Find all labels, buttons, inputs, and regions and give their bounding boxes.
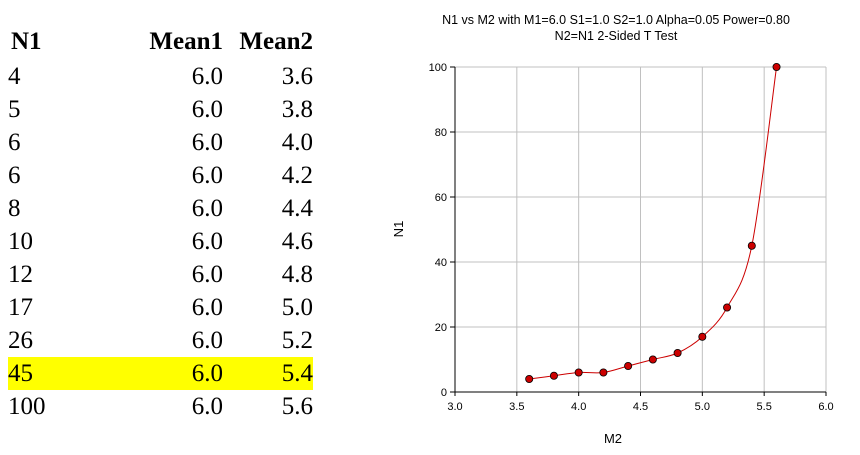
x-axis-label: M2: [604, 431, 622, 446]
chart-subtitle: N2=N1 2-Sided T Test: [555, 29, 678, 43]
data-point: [648, 355, 657, 364]
data-point: [624, 361, 633, 370]
results-table: N1 Mean1 Mean2 4 6.0 3.6 5 6.0 3.8 6 6.0 4.0 6 6.0…: [8, 24, 313, 423]
cell-mean2: 4.4: [281, 195, 313, 222]
header-n1: N1: [11, 28, 42, 55]
x-tick-label: 4.0: [571, 401, 586, 413]
data-point: [525, 374, 534, 383]
table-row: 6 6.0 4.0: [8, 126, 313, 159]
x-tick-label: 3.0: [447, 401, 462, 413]
cell-n1: 6: [8, 162, 21, 189]
table-row: 8 6.0 4.4: [8, 192, 313, 225]
table-row: 100 6.0 5.6: [8, 390, 313, 423]
cell-mean1: 6.0: [191, 393, 223, 420]
cell-mean1: 6.0: [191, 228, 223, 255]
y-tick-label: 0: [441, 387, 447, 399]
n1-vs-m2-chart: N1 vs M2 with M1=6.0 S1=1.0 S2=1.0 Alpha…: [391, 13, 834, 446]
y-tick-label: 60: [435, 192, 447, 204]
table-row: 5 6.0 3.8: [8, 93, 313, 126]
table-row: 4 6.0 3.6: [8, 60, 313, 93]
cell-n1: 100: [8, 393, 46, 420]
chart-series: [525, 63, 781, 383]
cell-mean1: 6.0: [191, 195, 223, 222]
data-point: [747, 241, 756, 250]
y-axis-label: N1: [391, 221, 406, 238]
cell-mean2: 5.2: [281, 327, 313, 354]
cell-mean1: 6.0: [191, 261, 223, 288]
cell-mean2: 4.8: [281, 261, 313, 288]
cell-mean1: 6.0: [191, 294, 223, 321]
x-tick-label: 5.5: [757, 401, 772, 413]
data-point: [673, 348, 682, 357]
header-mean2: Mean2: [239, 28, 313, 55]
cell-mean2: 5.4: [223, 357, 313, 390]
cell-mean1: 6.0: [191, 162, 223, 189]
data-point: [772, 63, 781, 72]
x-tick-label: 3.5: [509, 401, 524, 413]
cell-mean2: 3.6: [281, 63, 313, 90]
data-point: [698, 332, 707, 341]
cell-mean2: 4.0: [281, 129, 313, 156]
data-point: [574, 368, 583, 377]
cell-n1: 45: [8, 357, 113, 390]
chart-grid: [455, 66, 827, 392]
series-line: [529, 66, 778, 380]
cell-mean1: 6.0: [191, 96, 223, 123]
y-tick-label: 80: [435, 127, 447, 139]
chart-axes: [450, 66, 827, 396]
chart-title: N1 vs M2 with M1=6.0 S1=1.0 S2=1.0 Alpha…: [442, 13, 790, 27]
cell-n1: 4: [8, 63, 21, 90]
cell-mean2: 4.6: [281, 228, 313, 255]
cell-n1: 6: [8, 129, 21, 156]
cell-mean1: 6.0: [113, 357, 223, 390]
data-point: [723, 303, 732, 312]
table-row: 10 6.0 4.6: [8, 225, 313, 258]
table-row: 17 6.0 5.0: [8, 291, 313, 324]
y-tick-label: 100: [429, 62, 447, 74]
cell-mean2: 4.2: [281, 162, 313, 189]
x-tick-label: 5.0: [695, 401, 710, 413]
results-table-panel: N1 Mean1 Mean2 4 6.0 3.6 5 6.0 3.8 6 6.0 4.0 6 6.0…: [0, 0, 360, 455]
y-tick-label: 20: [435, 322, 447, 334]
chart-tick-labels: 3.0 3.5 4.0 4.5 5.0 5.5 6.0 0 20 40 60 80 100: [429, 62, 834, 413]
cell-n1: 8: [8, 195, 21, 222]
cell-mean2: 5.0: [281, 294, 313, 321]
table-row: 45 6.0 5.4: [8, 357, 313, 390]
table-header-row: N1 Mean1 Mean2: [8, 24, 313, 60]
cell-mean2: 3.8: [281, 96, 313, 123]
cell-n1: 10: [8, 228, 33, 255]
cell-n1: 26: [8, 327, 33, 354]
table-row: 26 6.0 5.2: [8, 324, 313, 357]
data-point: [549, 371, 558, 380]
cell-mean2: 5.6: [281, 393, 313, 420]
table-body: 4 6.0 3.6 5 6.0 3.8 6 6.0 4.0 6 6.0 4.2 8 6.0 4.4 10 6.0…: [8, 60, 313, 423]
table-row: 12 6.0 4.8: [8, 258, 313, 291]
cell-n1: 12: [8, 261, 33, 288]
cell-mean1: 6.0: [191, 327, 223, 354]
cell-n1: 5: [8, 96, 21, 123]
cell-mean1: 6.0: [191, 63, 223, 90]
y-tick-label: 40: [435, 257, 447, 269]
cell-n1: 17: [8, 294, 33, 321]
x-tick-label: 6.0: [818, 401, 833, 413]
data-point: [599, 368, 608, 377]
header-mean1: Mean1: [149, 28, 223, 55]
table-row: 6 6.0 4.2: [8, 159, 313, 192]
cell-mean1: 6.0: [191, 129, 223, 156]
x-tick-label: 4.5: [633, 401, 648, 413]
